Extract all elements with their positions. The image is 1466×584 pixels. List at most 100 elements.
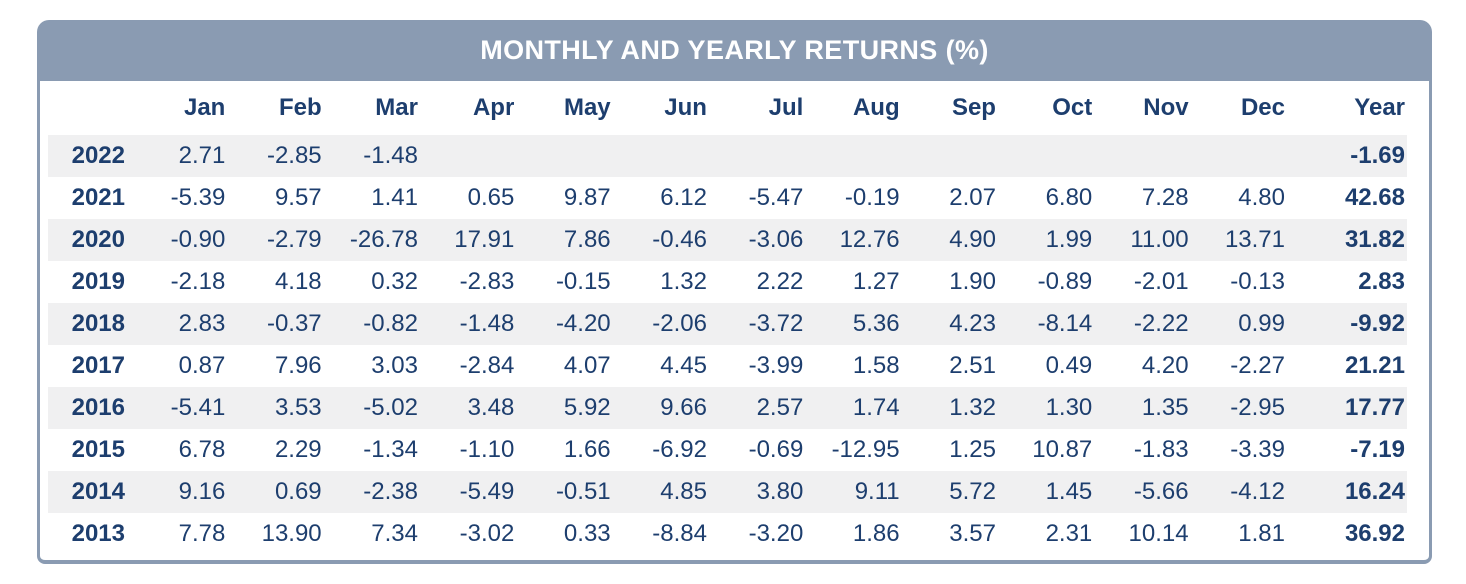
table-row-2017: 2017 0.87 7.96 3.03 -2.84 4.07 4.45 -3.99 1.58 2.…	[48, 345, 1407, 387]
table-row-2019: 2019 -2.18 4.18 0.32 -2.83 -0.15 1.32 2.22 1.27 1…	[48, 261, 1407, 303]
table-row-2020: 2020 -0.90 -2.79 -26.78 17.91 7.86 -0.46 -3.06 1…	[48, 219, 1407, 261]
monthly-return-cell: -2.95	[1230, 394, 1285, 421]
monthly-return-cell: 4.23	[949, 310, 996, 337]
monthly-return-cell: -5.66	[1133, 478, 1189, 505]
monthly-return-cell: 1.74	[852, 394, 900, 421]
monthly-return-cell: 4.90	[949, 226, 996, 253]
monthly-return-cell: -1.48	[363, 142, 418, 169]
monthly-return-cell: -3.72	[748, 310, 804, 337]
monthly-return-cell: 2.31	[1045, 520, 1093, 547]
row-year-label: 2018	[71, 310, 125, 337]
monthly-return-cell	[807, 135, 903, 177]
monthly-return-cell: -8.14	[1037, 310, 1093, 337]
monthly-return-cell: 5.36	[852, 310, 900, 337]
column-header-dec: Dec	[1240, 94, 1285, 121]
monthly-return-cell: 1.86	[852, 520, 900, 547]
monthly-return-cell: 2.51	[949, 352, 996, 379]
table-row-2022: 2022 2.71 -2.85 -1.48 -1.69	[48, 135, 1407, 177]
monthly-return-cell: 6.80	[1045, 184, 1093, 211]
monthly-return-cell: 0.33	[563, 520, 611, 547]
table-body-panel: Jan Feb Mar Apr May Jun Jul Aug Sep Oct Nov Dec Year…	[37, 81, 1432, 564]
monthly-return-cell: -3.02	[459, 520, 515, 547]
monthly-return-cell: -2.06	[652, 310, 707, 337]
returns-table-card: MONTHLY AND YEARLY RETURNS (%) Jan Feb Mar…	[37, 20, 1432, 564]
monthly-return-cell: -5.39	[170, 184, 226, 211]
yearly-return-cell: 2.83	[1358, 268, 1405, 295]
yearly-return-cell: -7.19	[1350, 436, 1405, 463]
monthly-return-cell: -3.99	[748, 352, 804, 379]
monthly-return-cell: 1.25	[949, 436, 996, 463]
monthly-return-cell: 5.72	[949, 478, 996, 505]
monthly-return-cell: -2.79	[266, 226, 322, 253]
monthly-return-cell: 1.99	[1045, 226, 1093, 253]
monthly-return-cell	[422, 135, 518, 177]
table-title-bar: MONTHLY AND YEARLY RETURNS (%)	[37, 20, 1432, 81]
monthly-return-cell: 1.90	[949, 268, 996, 295]
monthly-return-cell: -2.38	[363, 478, 418, 505]
monthly-return-cell: -3.20	[748, 520, 804, 547]
column-header-jun: Jun	[664, 94, 707, 121]
monthly-return-cell: 1.27	[852, 268, 900, 295]
row-year-label: 2021	[71, 184, 125, 211]
monthly-return-cell: -2.85	[266, 142, 322, 169]
table-row-2016: 2016 -5.41 3.53 -5.02 3.48 5.92 9.66 2.57 1.74 1.…	[48, 387, 1407, 429]
monthly-return-cell: 7.34	[371, 520, 418, 547]
yearly-return-cell: -9.92	[1350, 310, 1405, 337]
monthly-return-cell: 1.66	[563, 436, 611, 463]
monthly-return-cell: 4.20	[1141, 352, 1189, 379]
monthly-return-cell: -26.78	[349, 226, 418, 253]
table-row-2013: 2013 7.78 13.90 7.34 -3.02 0.33 -8.84 -3.20 1.86…	[48, 513, 1407, 555]
column-header-mar: Mar	[375, 94, 418, 121]
monthly-return-cell: 1.32	[660, 268, 707, 295]
column-header-may: May	[563, 94, 611, 121]
monthly-return-cell: 2.07	[949, 184, 996, 211]
monthly-return-cell: 10.87	[1032, 436, 1093, 463]
monthly-return-cell: 9.66	[660, 394, 707, 421]
monthly-return-cell: 1.32	[949, 394, 996, 421]
monthly-return-cell: 1.35	[1141, 394, 1189, 421]
column-header-year: Year	[1354, 94, 1405, 121]
monthly-return-cell: 3.53	[274, 394, 322, 421]
monthly-return-cell: -2.27	[1230, 352, 1285, 379]
monthly-return-cell: -1.10	[459, 436, 515, 463]
monthly-return-cell: -0.15	[555, 268, 611, 295]
monthly-return-cell: -2.01	[1133, 268, 1189, 295]
yearly-return-cell: -1.69	[1350, 142, 1405, 169]
row-year-label: 2014	[71, 478, 125, 505]
monthly-return-cell: -5.02	[363, 394, 418, 421]
monthly-return-cell: 2.83	[178, 310, 226, 337]
column-header-oct: Oct	[1052, 94, 1093, 121]
monthly-return-cell: 0.87	[178, 352, 226, 379]
monthly-return-cell: 2.29	[274, 436, 322, 463]
column-header-feb: Feb	[278, 94, 322, 121]
monthly-return-cell: -5.41	[170, 394, 226, 421]
monthly-return-cell: -3.06	[748, 226, 804, 253]
monthly-return-cell: 2.71	[178, 142, 226, 169]
monthly-return-cell: 11.00	[1130, 226, 1189, 253]
column-header-aug: Aug	[852, 94, 900, 121]
monthly-return-cell: -0.13	[1230, 268, 1285, 295]
yearly-return-cell: 42.68	[1344, 184, 1405, 211]
monthly-return-cell: 4.45	[660, 352, 707, 379]
monthly-return-cell: 3.03	[371, 352, 418, 379]
yearly-return-cell: 36.92	[1344, 520, 1405, 547]
monthly-return-cell: 4.80	[1238, 184, 1285, 211]
table-body: 2022 2.71 -2.85 -1.48 -1.69 2021 -5.39 9.57 1.41…	[48, 135, 1407, 555]
monthly-return-cell: -4.20	[555, 310, 611, 337]
column-header-sep: Sep	[951, 94, 996, 121]
monthly-return-cell: 7.86	[563, 226, 611, 253]
table-row-2021: 2021 -5.39 9.57 1.41 0.65 9.87 6.12 -5.47 -0.19 2…	[48, 177, 1407, 219]
returns-table: Jan Feb Mar Apr May Jun Jul Aug Sep Oct Nov Dec Year…	[48, 81, 1407, 555]
monthly-return-cell: -3.39	[1230, 436, 1285, 463]
table-head: Jan Feb Mar Apr May Jun Jul Aug Sep Oct Nov Dec Year	[48, 81, 1407, 135]
monthly-return-cell: 1.45	[1045, 478, 1093, 505]
monthly-return-cell: 9.57	[274, 184, 322, 211]
monthly-return-cell: 9.11	[854, 478, 900, 505]
monthly-return-cell: 3.48	[467, 394, 515, 421]
monthly-return-cell: 0.65	[467, 184, 515, 211]
row-year-label: 2019	[71, 268, 125, 295]
monthly-return-cell: 1.81	[1238, 520, 1285, 547]
table-header-row: Jan Feb Mar Apr May Jun Jul Aug Sep Oct Nov Dec Year	[48, 81, 1407, 135]
monthly-return-cell: -0.37	[266, 310, 322, 337]
monthly-return-cell: -1.34	[363, 436, 418, 463]
